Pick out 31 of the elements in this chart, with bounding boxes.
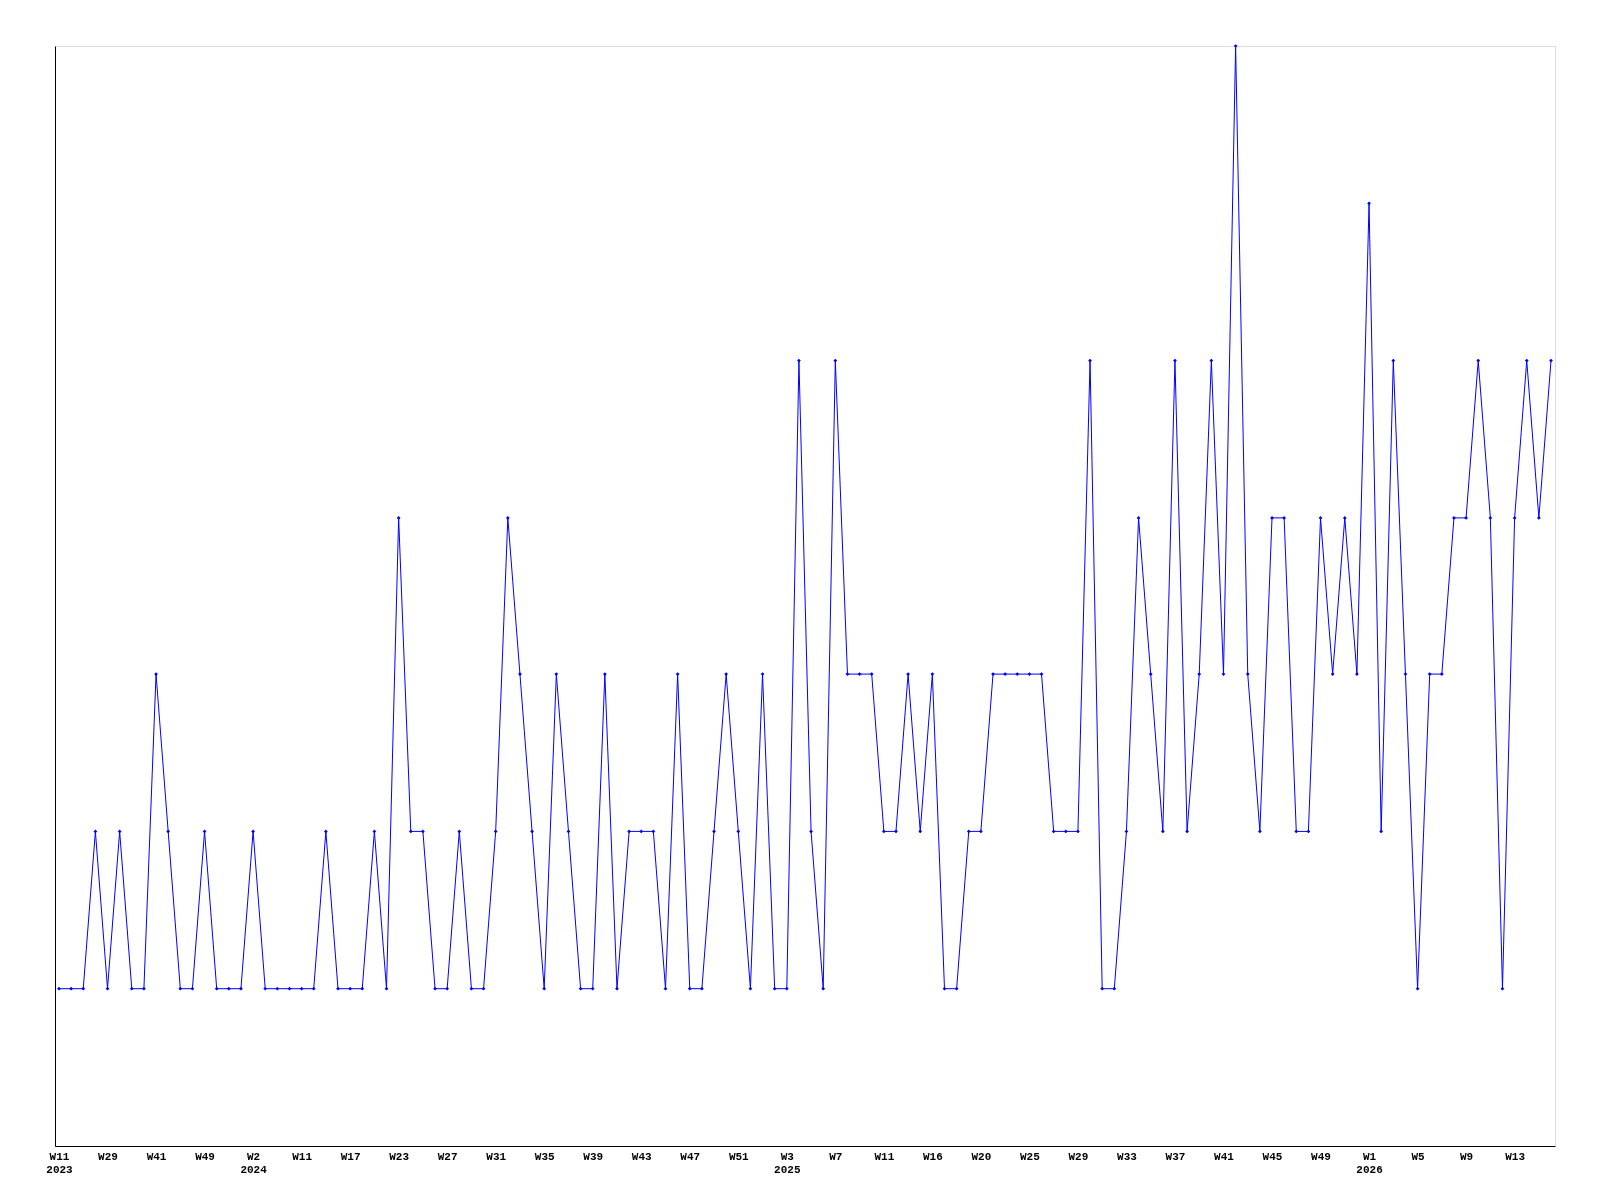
x-tick-label: W29	[98, 1150, 118, 1163]
x-tick-label: W41	[146, 1150, 167, 1163]
x-tick-label: W5	[1411, 1150, 1426, 1163]
x-tick-label: W16	[922, 1150, 943, 1163]
x-tick-label: W9	[1459, 1150, 1474, 1163]
x-tick-label: W51	[728, 1150, 750, 1163]
x-tick-label: W11 2023	[46, 1150, 74, 1176]
x-tick-label: W17	[340, 1150, 361, 1163]
x-tick-label: W41	[1214, 1150, 1235, 1163]
x-tick-label: W31	[486, 1150, 507, 1163]
x-tick-label: W20	[971, 1150, 992, 1163]
x-tick-label: W37	[1165, 1150, 1186, 1163]
x-tick-label: W43	[631, 1150, 653, 1163]
x-tick-label: W7	[829, 1150, 843, 1163]
x-tick-label: W35	[534, 1150, 555, 1163]
x-tick-label: W11	[292, 1150, 313, 1163]
x-tick-label: W23	[389, 1150, 410, 1163]
x-tick-label: W11	[874, 1150, 895, 1163]
x-tick-label: W39	[583, 1150, 604, 1163]
x-tick-label: W33	[1117, 1150, 1138, 1163]
x-tick-label: W27	[437, 1150, 458, 1163]
x-tick-label: W2 2024	[240, 1150, 268, 1176]
x-tick-label: W45	[1262, 1150, 1283, 1163]
x-tick-label: W3 2025	[774, 1150, 801, 1176]
x-tick-label: W49	[195, 1150, 215, 1163]
x-tick-label: W13	[1505, 1150, 1526, 1163]
x-tick-label: W47	[680, 1150, 701, 1163]
x-tick-label: W29	[1068, 1150, 1089, 1163]
x-tick-label: W1 2026	[1356, 1150, 1383, 1176]
x-tick-label: W49	[1311, 1150, 1331, 1163]
x-tick-label: W25	[1020, 1150, 1041, 1163]
